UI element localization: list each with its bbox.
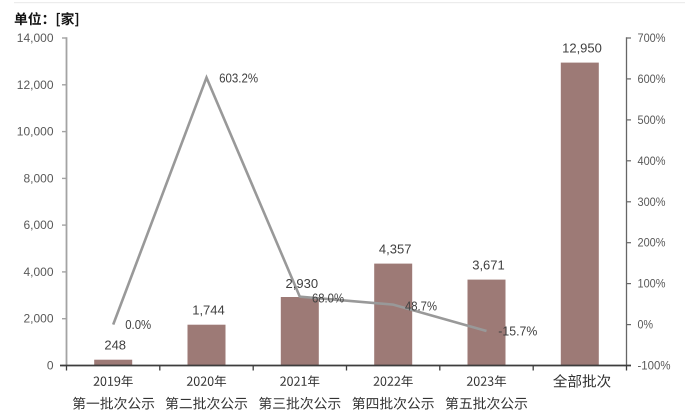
svg-text:-15.7%: -15.7%	[498, 324, 537, 339]
svg-text:4,357: 4,357	[379, 242, 412, 257]
svg-text:0%: 0%	[638, 318, 654, 332]
svg-text:12,000: 12,000	[17, 78, 54, 92]
svg-text:12,950: 12,950	[562, 41, 602, 56]
svg-text:700%: 700%	[638, 31, 666, 45]
svg-text:10,000: 10,000	[17, 125, 54, 139]
svg-text:603.2%: 603.2%	[219, 71, 258, 86]
svg-text:500%: 500%	[638, 113, 666, 127]
svg-text:1,744: 1,744	[192, 303, 225, 318]
svg-text:2,930: 2,930	[286, 276, 319, 291]
svg-text:2,000: 2,000	[23, 312, 53, 326]
svg-text:100%: 100%	[638, 277, 666, 291]
svg-text:3,671: 3,671	[472, 258, 505, 273]
svg-text:14,000: 14,000	[17, 31, 54, 45]
svg-text:200%: 200%	[638, 236, 666, 250]
svg-text:6,000: 6,000	[23, 218, 53, 232]
svg-text:300%: 300%	[638, 195, 666, 209]
svg-text:400%: 400%	[638, 154, 666, 168]
svg-text:0: 0	[47, 359, 54, 373]
svg-text:68.0%: 68.0%	[312, 291, 344, 306]
svg-text:8,000: 8,000	[23, 171, 53, 185]
svg-text:600%: 600%	[638, 72, 666, 86]
svg-text:4,000: 4,000	[23, 265, 53, 279]
svg-text:48.7%: 48.7%	[405, 299, 437, 314]
svg-text:248: 248	[104, 338, 126, 353]
svg-text:-100%: -100%	[638, 359, 671, 373]
svg-text:0.0%: 0.0%	[125, 317, 151, 332]
